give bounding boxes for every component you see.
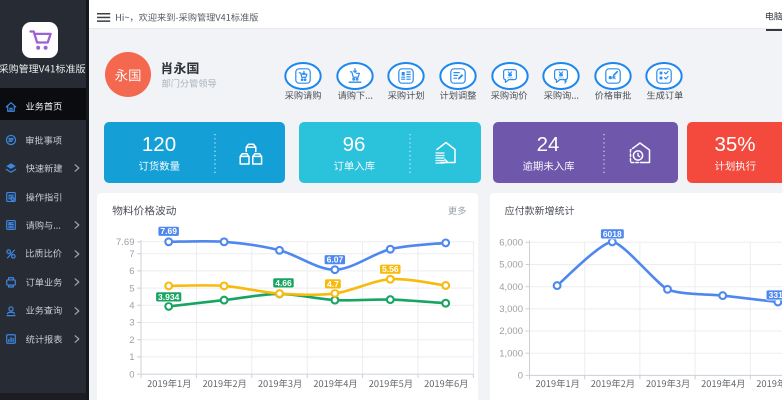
svg-text:1,000: 1,000 <box>499 348 523 359</box>
svg-text:3311: 3311 <box>769 290 782 300</box>
svg-text:7: 7 <box>129 249 134 260</box>
svg-text:0: 0 <box>518 371 523 382</box>
svg-text:1: 1 <box>129 352 134 363</box>
svg-text:5.56: 5.56 <box>382 264 399 274</box>
svg-text:6018: 6018 <box>603 229 622 239</box>
svg-text:4.66: 4.66 <box>275 278 292 288</box>
svg-text:6.07: 6.07 <box>327 255 344 265</box>
svg-text:0: 0 <box>129 369 134 380</box>
svg-text:4: 4 <box>129 301 134 312</box>
svg-text:7.69: 7.69 <box>116 237 135 248</box>
svg-text:6: 6 <box>129 266 134 277</box>
svg-text:7.69: 7.69 <box>160 226 177 236</box>
svg-text:4.7: 4.7 <box>327 279 339 289</box>
svg-text:3.934: 3.934 <box>158 292 180 302</box>
svg-text:5,000: 5,000 <box>499 260 523 271</box>
svg-text:2,000: 2,000 <box>499 326 523 337</box>
svg-text:5: 5 <box>129 283 134 294</box>
svg-text:6,000: 6,000 <box>499 238 523 249</box>
svg-text:2: 2 <box>129 335 134 346</box>
svg-text:3: 3 <box>129 318 134 329</box>
svg-text:3,000: 3,000 <box>499 304 523 315</box>
svg-text:4,000: 4,000 <box>499 282 523 293</box>
